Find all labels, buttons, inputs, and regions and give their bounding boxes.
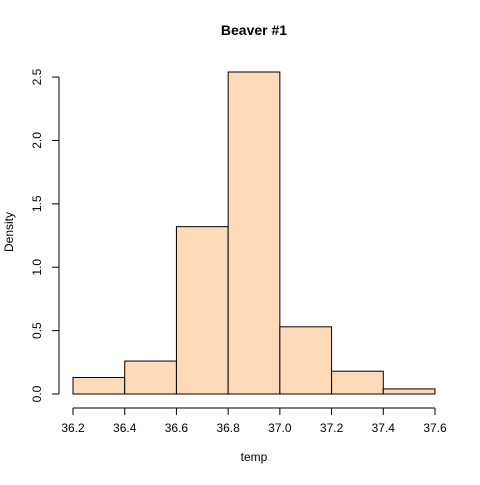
x-axis: 36.2 36.4 36.6 36.8 37.0 37.2 37.4 37.6 <box>61 407 447 435</box>
histogram-bar-3 <box>227 71 281 395</box>
x-tick-label: 36.6 <box>165 421 189 435</box>
bars-layer <box>72 71 436 395</box>
x-tick-label: 37.4 <box>372 421 396 435</box>
x-tick-label: 37.0 <box>268 421 292 435</box>
histogram-bar-2 <box>175 226 229 395</box>
histogram-bar-5 <box>331 370 384 395</box>
x-tick-label: 36.2 <box>61 421 85 435</box>
y-tick-label: 2.0 <box>30 132 44 149</box>
y-tick-label: 1.0 <box>30 259 44 276</box>
chart-title: Beaver #1 <box>221 22 287 38</box>
x-tick-label: 36.4 <box>113 421 137 435</box>
histogram-bar-4 <box>279 326 333 395</box>
y-tick-label: 2.5 <box>30 68 44 85</box>
y-tick-label: 0.0 <box>30 385 44 402</box>
histogram-bar-6 <box>382 388 436 395</box>
x-tick-label: 37.2 <box>320 421 344 435</box>
y-tick-label: 0.5 <box>30 322 44 339</box>
histogram-bar-0 <box>72 377 126 395</box>
histogram-bar-1 <box>124 360 177 395</box>
y-tick-label: 1.5 <box>30 195 44 212</box>
x-tick-label: 36.8 <box>216 421 240 435</box>
y-axis: 0.0 0.5 1.0 1.5 2.0 2.5 <box>30 68 60 402</box>
x-tick-label: 37.6 <box>423 421 447 435</box>
x-axis-label: temp <box>241 450 268 464</box>
y-axis-label: Density <box>2 212 16 252</box>
